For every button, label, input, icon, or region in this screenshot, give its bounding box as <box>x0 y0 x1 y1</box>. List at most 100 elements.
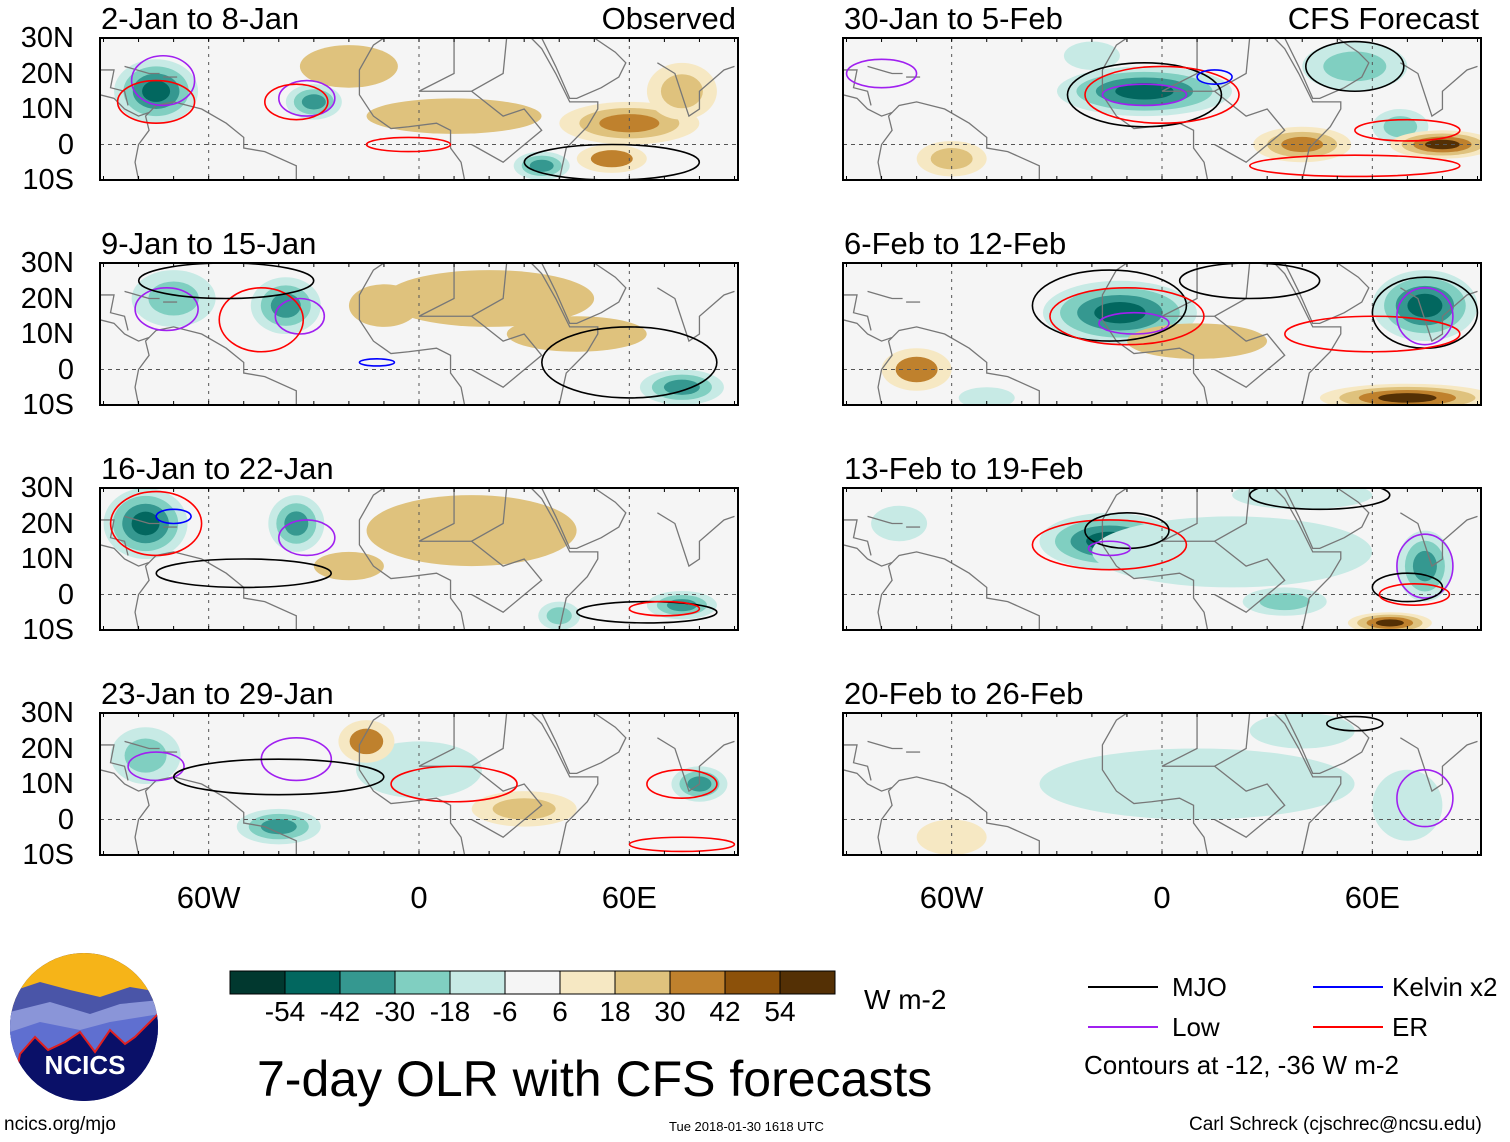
contour-er <box>1354 118 1461 142</box>
olr-anomaly <box>1232 488 1373 510</box>
olr-anomaly <box>492 798 556 820</box>
olr-anomaly <box>299 45 398 88</box>
panel-title: 9-Jan to 15-Jan <box>101 226 317 261</box>
contour-low <box>134 287 199 332</box>
contour-mjo <box>172 758 385 796</box>
panel-source-label: CFS Forecast <box>1287 1 1479 36</box>
contour-low <box>1396 287 1454 346</box>
olr-anomaly <box>1115 82 1174 100</box>
contour-mjo <box>1248 488 1391 511</box>
lat-tick-label: 10S <box>22 839 74 871</box>
olr-anomaly <box>1323 51 1387 82</box>
legend-label-kelvin: Kelvin x2 <box>1392 972 1498 1002</box>
coastline <box>1273 263 1342 405</box>
coastline <box>877 326 1040 405</box>
map-panel <box>842 487 1482 631</box>
olr-anomaly <box>1375 619 1404 627</box>
olr-anomaly <box>1039 748 1355 820</box>
coastline <box>657 737 735 793</box>
contour-mjo <box>1031 269 1188 342</box>
colorbar-swatch <box>284 970 341 995</box>
contour-er <box>1378 583 1451 606</box>
olr-anomaly <box>1378 393 1437 403</box>
panel-title: 20-Feb to 26-Feb <box>844 676 1084 711</box>
lon-tick-label: 60E <box>601 880 657 915</box>
olr-anomaly <box>916 819 987 855</box>
coastline <box>1400 62 1478 118</box>
olr-anomaly <box>349 728 384 755</box>
lon-tick-label: 60E <box>1344 880 1400 915</box>
olr-anomaly <box>958 387 1015 405</box>
coastline <box>471 90 543 164</box>
olr-anomaly <box>131 511 160 536</box>
contour-er <box>109 490 203 557</box>
lat-tick-label: 30N <box>20 697 74 729</box>
contour-er <box>264 83 329 121</box>
contour-er <box>646 768 718 799</box>
map-panel <box>99 487 739 631</box>
panel-title: 23-Jan to 29-Jan <box>101 676 334 711</box>
contour-mjo <box>1178 263 1321 300</box>
colorbar-tick-label: 18 <box>599 996 631 1027</box>
colorbar-swatch <box>229 970 286 995</box>
contour-er <box>1031 519 1188 571</box>
colorbar-swatch <box>614 970 671 995</box>
lat-tick-label: 20N <box>20 282 74 315</box>
lat-tick-label: 30N <box>20 22 74 54</box>
coastline <box>877 551 1040 630</box>
coastline <box>100 94 150 117</box>
panel-title: 6-Feb to 12-Feb <box>844 226 1067 261</box>
colorbar-swatch <box>339 970 396 995</box>
coastline <box>530 38 599 180</box>
lon-tick-label: 60W <box>919 880 984 915</box>
legend-line-mjo <box>1088 986 1158 988</box>
contour-mjo <box>155 558 333 589</box>
coastline <box>418 38 508 92</box>
coastline <box>358 38 466 180</box>
colorbar-tick-label: -6 <box>492 996 518 1027</box>
contour-mjo <box>1084 512 1170 550</box>
colorbar-swatch <box>559 970 616 995</box>
coastline <box>1214 765 1286 839</box>
panel-title: 30-Jan to 5-Feb <box>844 1 1063 36</box>
contour-mjo <box>523 143 701 180</box>
coastline <box>1284 263 1370 325</box>
lat-tick-label: 0 <box>57 128 74 161</box>
contour-low <box>1396 533 1454 599</box>
coastline <box>358 713 466 855</box>
contour-er <box>218 287 305 353</box>
coastline <box>471 540 543 614</box>
contour-low <box>1396 768 1454 828</box>
ncics-logo: NCICS <box>10 953 158 1101</box>
coastline <box>1214 90 1286 164</box>
coastline <box>1400 512 1478 568</box>
coastline <box>541 488 627 549</box>
colorbar-tick-label: -30 <box>374 996 416 1027</box>
map-panel <box>99 37 739 181</box>
coastline <box>843 744 872 781</box>
coastline <box>530 488 599 630</box>
contour-low <box>130 54 196 107</box>
contour-er <box>390 765 518 803</box>
coastline <box>134 326 297 405</box>
contour-mjo <box>1066 62 1223 128</box>
lat-tick-label: 0 <box>57 578 74 611</box>
panel-title: 2-Jan to 8-Jan <box>101 1 300 36</box>
olr-anomaly <box>142 80 171 102</box>
coastline <box>1273 38 1342 180</box>
map-panel <box>842 37 1482 181</box>
timestamp: Tue 2018-01-30 1618 UTC <box>669 1119 824 1134</box>
map-panel <box>842 712 1482 856</box>
lat-tick-label: 10S <box>22 389 74 421</box>
coastline <box>124 740 160 750</box>
coastline <box>1161 488 1251 542</box>
contour-mjo <box>1305 40 1405 93</box>
olr-anomaly <box>1412 550 1437 582</box>
coastline <box>134 101 297 180</box>
coastline <box>100 544 150 567</box>
coastline <box>1161 38 1251 92</box>
colorbar-tick-label: 54 <box>764 996 796 1027</box>
olr-anomaly <box>1094 302 1146 324</box>
coastline <box>530 713 599 855</box>
lon-tick-label: 60W <box>176 880 241 915</box>
